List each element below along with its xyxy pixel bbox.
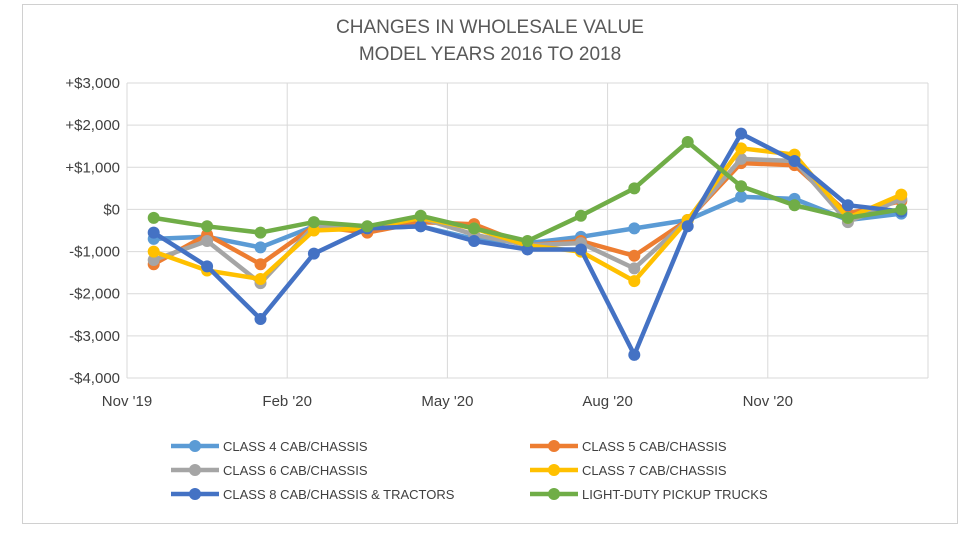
data-point xyxy=(468,235,481,248)
data-point xyxy=(361,220,374,233)
legend: CLASS 4 CAB/CHASSIS CLASS 5 CAB/CHASSIS CL… xyxy=(171,439,768,502)
y-tick-label: -$4,000 xyxy=(69,370,120,387)
series-lines xyxy=(147,127,908,361)
y-tick-label: $0 xyxy=(103,201,120,218)
legend-marker xyxy=(548,440,560,452)
line-chart: CHANGES IN WHOLESALE VALUE MODEL YEARS 2… xyxy=(65,17,929,502)
chart-title-line-2: MODEL YEARS 2016 TO 2018 xyxy=(359,44,621,65)
legend-marker xyxy=(189,440,201,452)
data-point xyxy=(254,272,267,285)
x-tick-label: Nov '19 xyxy=(102,393,152,410)
legend-label: CLASS 6 CAB/CHASSIS xyxy=(223,463,368,478)
y-axis-tick-labels: +$3,000 +$2,000 +$1,000 $0 -$1,000 -$2,000 -$3… xyxy=(65,75,120,387)
data-point xyxy=(147,254,160,266)
data-point xyxy=(574,243,587,256)
legend-label: LIGHT-DUTY PICKUP TRUCKS xyxy=(582,487,768,502)
legend-label: CLASS 4 CAB/CHASSIS xyxy=(223,439,368,454)
legend-marker xyxy=(548,488,560,500)
chart-title-line-1: CHANGES IN WHOLESALE VALUE xyxy=(336,17,644,38)
series-light-duty-pickup-trucks xyxy=(147,136,908,248)
data-point xyxy=(628,262,641,275)
x-axis-tick-labels: Nov '19 Feb '20 May '20 Aug '20 Nov '20 xyxy=(102,393,793,410)
data-point xyxy=(788,154,801,167)
legend-marker xyxy=(189,488,201,500)
data-point xyxy=(307,224,320,237)
data-point xyxy=(254,313,267,325)
data-point xyxy=(895,188,908,201)
legend-item: CLASS 5 CAB/CHASSIS xyxy=(530,439,727,454)
data-point xyxy=(895,203,908,216)
legend-item: CLASS 8 CAB/CHASSIS & TRACTORS xyxy=(171,487,455,502)
data-point xyxy=(735,190,748,203)
x-tick-label: May '20 xyxy=(421,393,473,410)
data-point xyxy=(468,222,481,235)
data-point xyxy=(681,136,694,148)
legend-marker xyxy=(189,464,201,476)
legend-label: CLASS 5 CAB/CHASSIS xyxy=(582,439,727,454)
data-point xyxy=(628,348,641,361)
y-tick-label: +$2,000 xyxy=(65,117,120,134)
data-point xyxy=(735,180,748,193)
data-point xyxy=(521,235,534,248)
data-point xyxy=(201,220,214,233)
data-point xyxy=(147,245,160,258)
data-point xyxy=(628,275,641,288)
data-point xyxy=(628,249,641,262)
data-point xyxy=(788,199,801,212)
legend-item: LIGHT-DUTY PICKUP TRUCKS xyxy=(530,487,768,502)
legend-item: CLASS 4 CAB/CHASSIS xyxy=(171,439,368,454)
x-tick-label: Nov '20 xyxy=(743,393,793,410)
chart-frame: CHANGES IN WHOLESALE VALUE MODEL YEARS 2… xyxy=(22,4,958,524)
data-point xyxy=(254,226,267,239)
legend-label: CLASS 8 CAB/CHASSIS & TRACTORS xyxy=(223,487,455,502)
data-point xyxy=(574,209,587,222)
legend-item: CLASS 7 CAB/CHASSIS xyxy=(530,463,727,478)
x-tick-label: Feb '20 xyxy=(262,393,312,410)
y-tick-label: -$2,000 xyxy=(69,286,120,303)
y-tick-label: -$1,000 xyxy=(69,244,120,261)
data-point xyxy=(735,127,748,140)
data-point xyxy=(307,247,320,260)
data-point xyxy=(735,142,748,155)
data-point xyxy=(841,199,854,212)
data-point xyxy=(628,222,641,235)
data-point xyxy=(521,243,534,256)
data-point xyxy=(147,211,160,224)
data-point xyxy=(628,182,641,195)
legend-label: CLASS 7 CAB/CHASSIS xyxy=(582,463,727,478)
data-point xyxy=(841,211,854,224)
data-point xyxy=(307,216,320,229)
data-point xyxy=(414,209,427,222)
data-point xyxy=(201,260,214,273)
x-tick-label: Aug '20 xyxy=(582,393,632,410)
data-point xyxy=(254,258,267,271)
data-point xyxy=(147,226,160,239)
y-tick-label: +$1,000 xyxy=(65,159,120,176)
y-tick-label: -$3,000 xyxy=(69,328,120,345)
data-point xyxy=(414,220,427,233)
data-point xyxy=(201,235,214,248)
data-point xyxy=(254,241,267,254)
y-tick-label: +$3,000 xyxy=(65,75,120,92)
data-point xyxy=(681,220,694,233)
legend-item: CLASS 6 CAB/CHASSIS xyxy=(171,463,368,478)
legend-marker xyxy=(548,464,560,476)
